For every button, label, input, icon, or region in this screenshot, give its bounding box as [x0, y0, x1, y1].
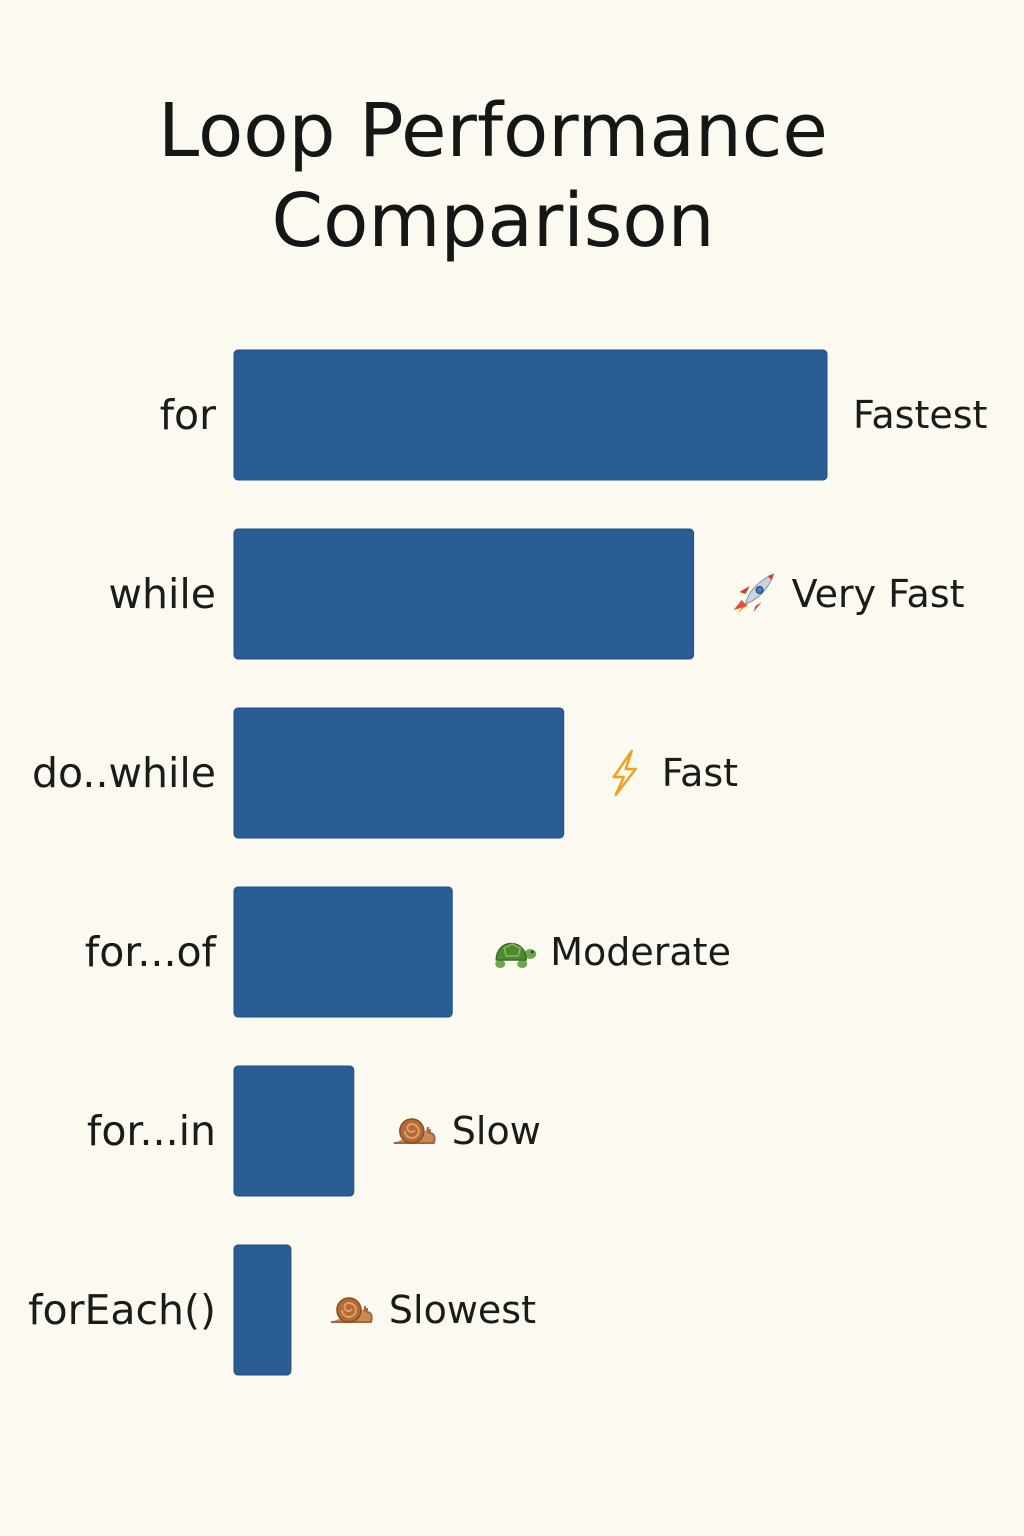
chart-title: Loop Performance Comparison [0, 86, 986, 266]
value-label-0: Fastest [853, 393, 987, 437]
chart-title-line-1: Loop Performance [158, 88, 828, 174]
chart-title-line-2: Comparison [271, 178, 715, 264]
bar-4 [233, 1065, 355, 1197]
category-label-4: for...in [87, 1107, 216, 1155]
value-labels: Fastest Very Fast Fast Moderate Slow Slowest [330, 393, 987, 1332]
category-label-1: while [108, 570, 216, 618]
bar-5 [233, 1244, 292, 1376]
bar-0 [233, 349, 828, 481]
category-label-5: forEach() [28, 1286, 216, 1334]
value-label-3: Moderate [550, 930, 731, 974]
rocket-icon [733, 573, 775, 614]
snail-icon [393, 1118, 436, 1144]
snail-icon [330, 1297, 373, 1323]
turtle-icon [495, 942, 537, 968]
value-label-4: Slow [452, 1109, 541, 1153]
bar-2 [233, 707, 565, 839]
category-label-2: do..while [32, 749, 216, 797]
category-labels: for while do..while for...of for...in forEach… [28, 391, 217, 1334]
bar-3 [233, 886, 453, 1018]
bars-layer [233, 349, 828, 1376]
value-label-1: Very Fast [792, 572, 965, 616]
value-label-5: Slowest [389, 1288, 536, 1332]
value-label-2: Fast [662, 751, 738, 795]
category-label-3: for...of [85, 928, 218, 976]
bar-1 [233, 528, 695, 660]
category-label-0: for [160, 391, 217, 439]
lightning-icon [612, 749, 637, 797]
